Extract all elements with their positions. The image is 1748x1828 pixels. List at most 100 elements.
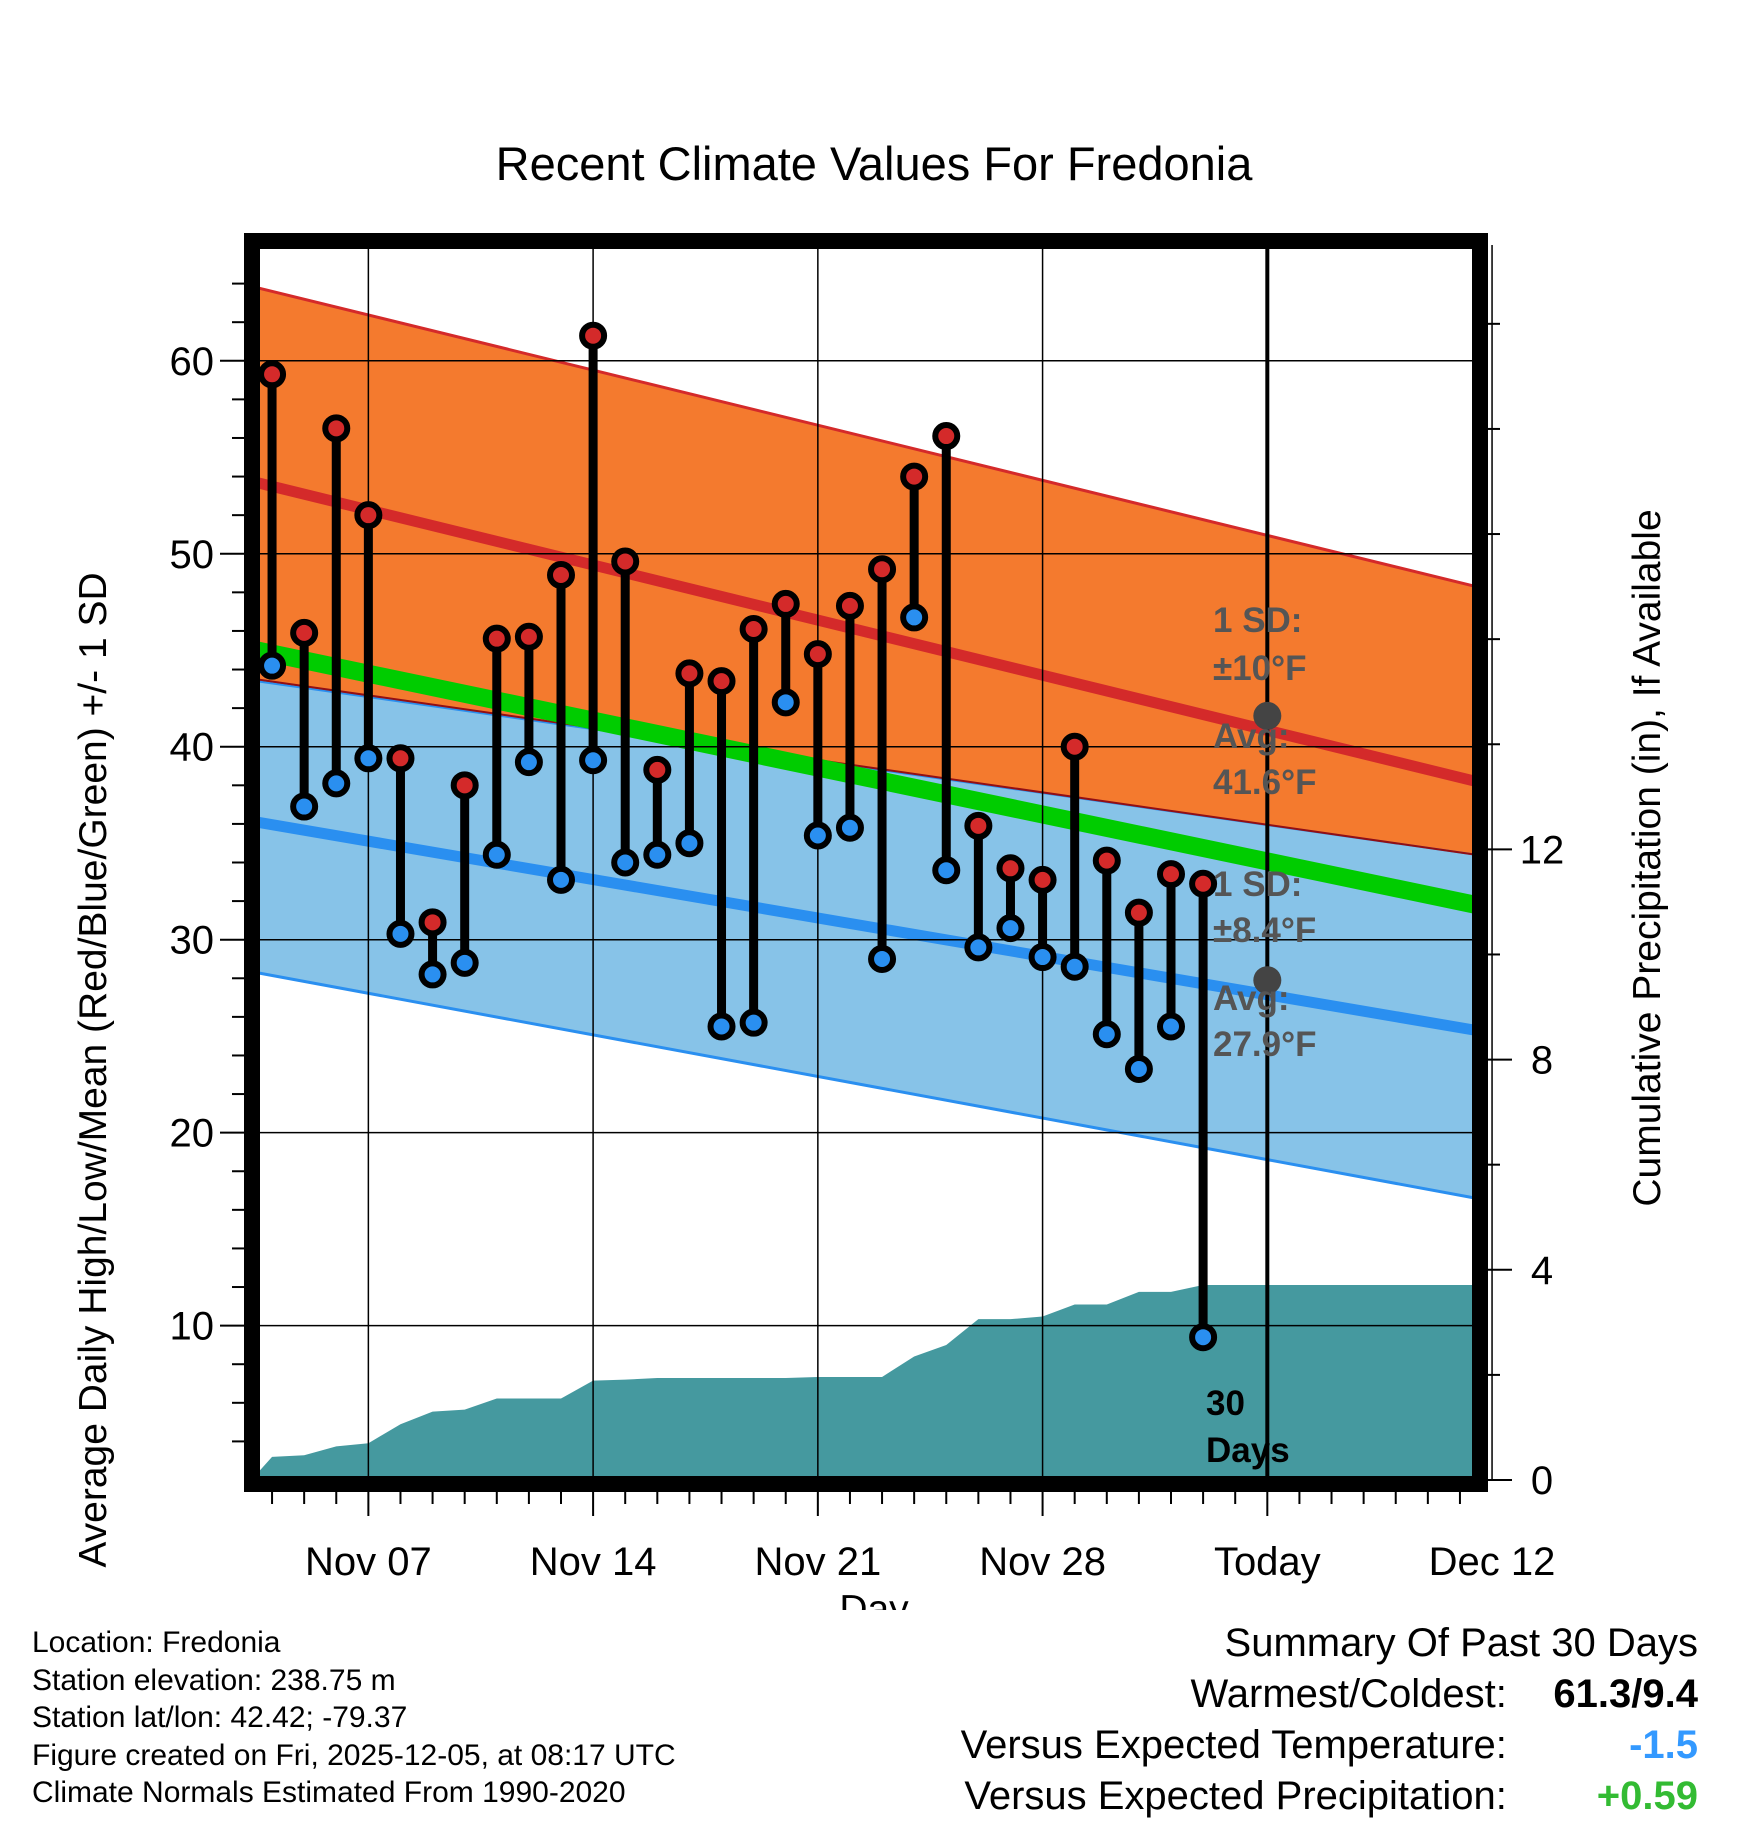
high-point [1028,865,1057,894]
low-point [964,933,993,962]
precip-label: Versus Expected Precipitation: [964,1774,1507,1818]
elevation-text: Station elevation: 238.75 m [32,1663,396,1697]
warm-cold-label: Warmest/Coldest: [1190,1672,1507,1716]
y2-tick-label: 8 [1531,1039,1553,1083]
high-point [1092,846,1121,875]
high-point [1060,732,1089,761]
high-point [900,462,929,491]
low-point [1060,952,1089,981]
created-text: Figure created on Fri, 2025-12-05, at 08… [32,1738,676,1772]
y2-axis-title: Cumulative Precipitation (in), If Availa… [1626,509,1669,1206]
low-sd-value: ±8.4°F [1213,911,1316,950]
y-axis: 10 20 30 40 50 60 [170,282,244,1443]
y-tick-label: 20 [170,1112,215,1156]
period-unit: Days [1206,1431,1290,1470]
high-point [290,618,319,647]
high-point [386,744,415,773]
low-point [547,865,575,894]
high-point [514,622,543,651]
high-point [1189,869,1218,898]
y-tick-label: 30 [170,919,215,963]
low-sd-label: 1 SD: [1213,865,1302,904]
high-point [354,501,383,530]
summary-heading: Summary Of Past 30 Days [1224,1621,1698,1665]
high-sd-value: ±10°F [1213,649,1307,688]
x-tick-label: Nov 14 [530,1540,657,1584]
low-point [322,769,351,798]
x-tick-label: Dec 12 [1429,1540,1556,1584]
high-point [1157,860,1185,889]
latlon-text: Station lat/lon: 42.42; -79.37 [32,1701,408,1734]
plot-frame [244,233,1488,1492]
summary-precip: Versus Expected Precipitation: +0.59 [961,1771,1698,1822]
location-text: Location: Fredonia [32,1626,281,1659]
y2-tick-label: 0 [1531,1459,1553,1503]
low-avg-label: Avg: [1213,979,1289,1018]
high-point [643,755,672,784]
low-point [803,821,832,850]
high-point [322,414,351,443]
precip-value: +0.59 [1596,1774,1698,1818]
low-point [675,829,704,858]
summary-warm-cold: Warmest/Coldest: 61.3/9.4 [961,1669,1699,1720]
low-point [579,746,608,775]
climate-chart: Recent Climate Values For Fredonia 10 20 3… [72,137,1669,1610]
high-upper-line [255,285,1477,589]
low-point [900,603,929,632]
y-tick-label: 40 [170,726,215,770]
low-point [739,1008,768,1037]
plot-area [244,233,1493,1492]
high-point [258,360,287,389]
x-tick-label: Today [1214,1540,1321,1584]
temp-label: Versus Expected Temperature: [960,1723,1507,1767]
low-point [258,651,287,680]
low-point [868,944,897,973]
low-lower-line [255,971,1477,1200]
low-point [354,744,383,773]
high-point [1124,898,1153,927]
y2-tick-label: 4 [1531,1249,1553,1293]
low-point [611,848,640,877]
low-point [386,919,415,948]
high-avg-marker [1253,701,1282,730]
low-point [707,1012,736,1041]
x-tick-label: Nov 07 [305,1540,432,1584]
y-tick-label: 10 [170,1305,215,1349]
high-point [450,771,479,800]
high-lower-line [255,678,1477,856]
high-point [482,624,511,653]
temp-value: -1.5 [1629,1723,1698,1767]
y2-tick-label: 12 [1520,828,1565,872]
daily-mean-line [254,641,1478,914]
low-point [418,960,447,989]
low-point [932,856,961,885]
high-mean-line [254,477,1478,787]
precip-area [256,1285,1476,1480]
low-point [1028,943,1057,972]
warm-cold-value: 61.3/9.4 [1553,1672,1698,1716]
low-point [1124,1054,1153,1083]
high-point [739,615,768,644]
chart-title: Recent Climate Values For Fredonia [496,137,1254,190]
y-tick-label: 60 [170,340,215,384]
low-mean-line [255,816,1477,1036]
high-point [547,560,575,589]
low-point [514,748,543,777]
high-point [803,640,832,669]
high-point [579,321,608,350]
high-avg-label: Avg: [1213,717,1289,756]
high-point [675,659,704,688]
low-point [290,792,319,821]
high-avg-value: 41.6°F [1213,763,1317,802]
high-point [835,591,864,620]
high-point [707,667,736,696]
low-point [450,948,479,977]
high-point [771,589,800,618]
high-point [996,854,1025,883]
x-tick-label: Nov 28 [979,1540,1106,1584]
low-point [996,914,1025,943]
high-point [964,811,993,840]
period-number: 30 [1206,1384,1245,1423]
summary-temp: Versus Expected Temperature: -1.5 [961,1720,1698,1771]
high-point [932,422,961,451]
